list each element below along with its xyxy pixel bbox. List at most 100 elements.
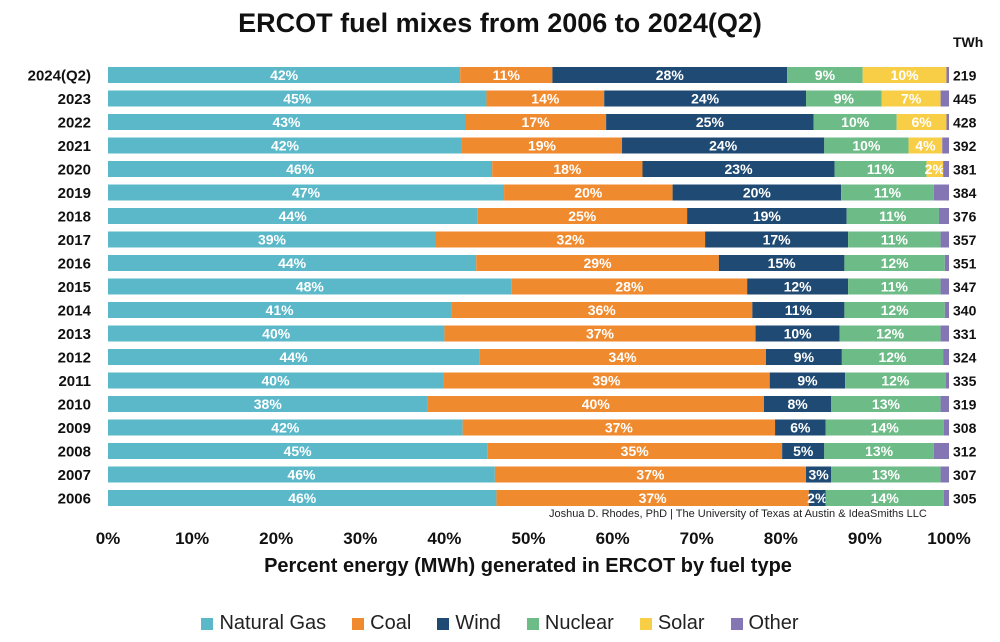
category-label: 2015 (58, 279, 91, 296)
bar-other (942, 137, 949, 154)
category-label: 2007 (58, 467, 91, 484)
data-label: 10% (841, 114, 870, 130)
data-label: 10% (891, 67, 920, 83)
data-label: 44% (278, 255, 307, 271)
data-label: 46% (288, 490, 317, 506)
bar-natural-gas (108, 90, 487, 107)
x-tick-label: 70% (680, 529, 714, 548)
bar-other (946, 114, 949, 130)
twh-value: 331 (953, 326, 977, 342)
data-label: 13% (865, 443, 894, 459)
data-label: 12% (876, 326, 905, 342)
twh-value: 445 (953, 91, 977, 107)
category-label: 2016 (58, 256, 91, 273)
bar-natural-gas (108, 184, 505, 201)
category-label: 2008 (58, 444, 91, 461)
bar-natural-gas (108, 372, 444, 389)
bar-natural-gas (108, 325, 445, 342)
bar-nuclear (824, 137, 909, 154)
bar-other (944, 255, 949, 271)
category-label: 2021 (58, 138, 91, 155)
legend-item: Other (730, 612, 799, 635)
data-label: 14% (531, 91, 560, 107)
data-label: 28% (615, 279, 644, 295)
bar-natural-gas (108, 396, 428, 412)
data-label: 35% (621, 443, 650, 459)
bar-nuclear (824, 443, 934, 459)
twh-value: 307 (953, 467, 977, 483)
bar-natural-gas (108, 466, 495, 483)
bar-wind (775, 419, 826, 436)
bar-wind (763, 396, 832, 412)
x-tick-label: 90% (848, 529, 882, 548)
data-label: 9% (794, 349, 815, 365)
data-label: 38% (254, 396, 283, 412)
bar-solar (908, 137, 943, 154)
twh-value: 392 (953, 138, 977, 154)
legend-label: Solar (657, 612, 705, 634)
x-tick-label: 10% (175, 529, 209, 548)
bar-natural-gas (108, 490, 497, 506)
data-label: 9% (815, 67, 836, 83)
bar-other (945, 372, 949, 389)
data-label: 48% (296, 279, 325, 295)
bar-nuclear (806, 90, 882, 107)
bar-nuclear (839, 325, 941, 342)
data-label: 11% (493, 67, 521, 83)
bar-coal (479, 349, 766, 365)
bar-wind (782, 443, 825, 459)
legend-swatch (437, 617, 450, 630)
data-label: 42% (271, 420, 300, 436)
x-tick-label: 80% (764, 529, 798, 548)
data-label: 45% (284, 443, 313, 459)
bar-other (933, 443, 949, 459)
bar-other (944, 302, 949, 318)
data-label: 25% (696, 114, 725, 130)
twh-value: 376 (953, 209, 977, 225)
bar-coal (487, 443, 783, 459)
category-label: 2020 (58, 162, 91, 179)
data-label: 6% (790, 420, 811, 436)
bar-wind (672, 184, 842, 201)
data-label: 11% (785, 302, 813, 318)
category-label: 2006 (58, 491, 91, 508)
data-label: 37% (605, 420, 634, 436)
legend-swatch (526, 617, 539, 630)
data-label: 12% (881, 373, 910, 389)
twh-header: TWh (953, 34, 983, 50)
bar-nuclear (825, 419, 944, 436)
category-label: 2009 (58, 420, 91, 437)
bar-wind (604, 90, 807, 107)
bar-natural-gas (108, 137, 462, 154)
legend-swatch (639, 617, 652, 630)
twh-value: 335 (953, 373, 977, 389)
bar-coal (477, 208, 688, 224)
data-label: 6% (911, 114, 932, 130)
legend-swatch (201, 617, 214, 630)
bar-wind (752, 302, 845, 318)
x-tick-label: 50% (511, 529, 545, 548)
bar-solar (862, 67, 947, 83)
bar-nuclear (841, 184, 934, 201)
bar-wind (705, 231, 849, 248)
data-label: 18% (553, 161, 582, 177)
x-tick-label: 40% (427, 529, 461, 548)
data-label: 17% (522, 114, 551, 130)
data-label: 37% (639, 490, 668, 506)
data-label: 39% (258, 232, 287, 248)
bar-coal (451, 302, 753, 318)
bar-other (940, 278, 949, 295)
category-label: 2023 (58, 91, 91, 108)
bar-nuclear (831, 396, 941, 412)
bar-natural-gas (108, 161, 493, 177)
data-label: 11% (867, 161, 895, 177)
bar-coal (427, 396, 764, 412)
category-label: 2018 (58, 209, 91, 226)
bar-nuclear (844, 255, 945, 271)
data-label: 44% (280, 349, 309, 365)
bar-nuclear (848, 231, 941, 248)
bar-wind (765, 349, 842, 365)
bar-wind (755, 325, 840, 342)
bar-other (943, 349, 949, 365)
bar-wind (806, 466, 832, 483)
